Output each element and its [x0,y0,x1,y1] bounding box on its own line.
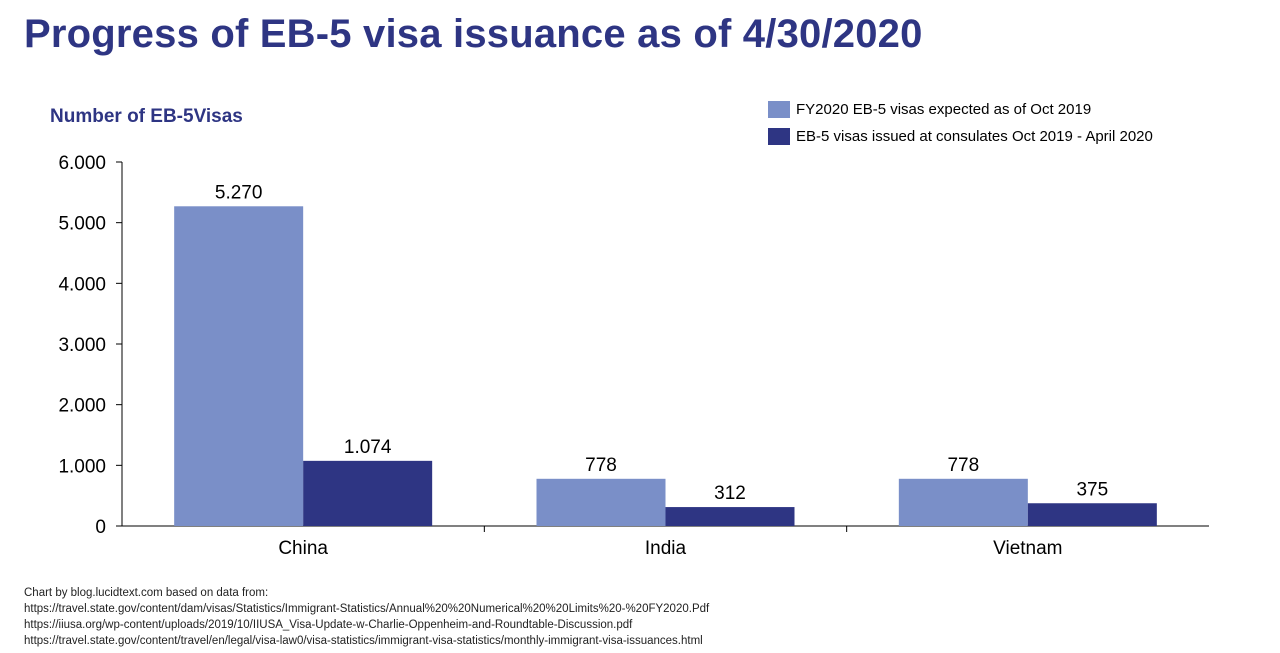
legend-item-issued: EB-5 visas issued at consulates Oct 2019… [768,123,1153,150]
y-tick-label: 5.000 [58,214,106,235]
y-axis-label: Number of EB-5Visas [50,106,243,127]
bar-india-series-1 [536,478,666,526]
legend: FY2020 EB-5 visas expected as of Oct 201… [768,96,1153,150]
footer-line: https://travel.state.gov/content/travel/… [24,635,703,647]
data-label: 312 [714,483,746,504]
x-tick-label: India [645,538,687,559]
y-tick-label: 2.000 [58,396,106,417]
x-tick-label: Vietnam [993,538,1062,559]
legend-item-expected: FY2020 EB-5 visas expected as of Oct 201… [768,96,1153,123]
y-tick-label: 6.000 [58,153,106,174]
legend-swatch-issued [768,128,790,145]
footer-line: https://iiusa.org/wp-content/uploads/201… [24,619,633,631]
footer-line: https://travel.state.gov/content/dam/vis… [24,603,710,615]
source-footer: Chart by blog.lucidtext.com based on dat… [24,585,709,649]
bar-vietnam-series-1 [898,478,1028,526]
y-tick-label: 0 [95,517,106,538]
bar-china-series-1 [174,206,304,526]
data-label: 1.074 [344,437,392,458]
bar-vietnam-series-2 [1027,503,1157,526]
y-tick-label: 3.000 [58,335,106,356]
footer-line: Chart by blog.lucidtext.com based on dat… [24,587,269,599]
legend-swatch-expected [768,101,790,118]
x-tick-label: China [278,538,328,559]
legend-label-expected: FY2020 EB-5 visas expected as of Oct 201… [796,101,1092,118]
y-tick-label: 4.000 [58,274,106,295]
bar-india-series-2 [665,507,795,526]
data-label: 778 [947,455,979,476]
data-label: 5.270 [215,182,263,203]
legend-label-issued: EB-5 visas issued at consulates Oct 2019… [796,128,1153,145]
bar-china-series-2 [303,460,433,526]
data-label: 375 [1076,479,1108,500]
chart-title: Progress of EB-5 visa issuance as of 4/3… [24,12,923,56]
data-label: 778 [585,455,617,476]
y-tick-label: 1.000 [58,456,106,477]
